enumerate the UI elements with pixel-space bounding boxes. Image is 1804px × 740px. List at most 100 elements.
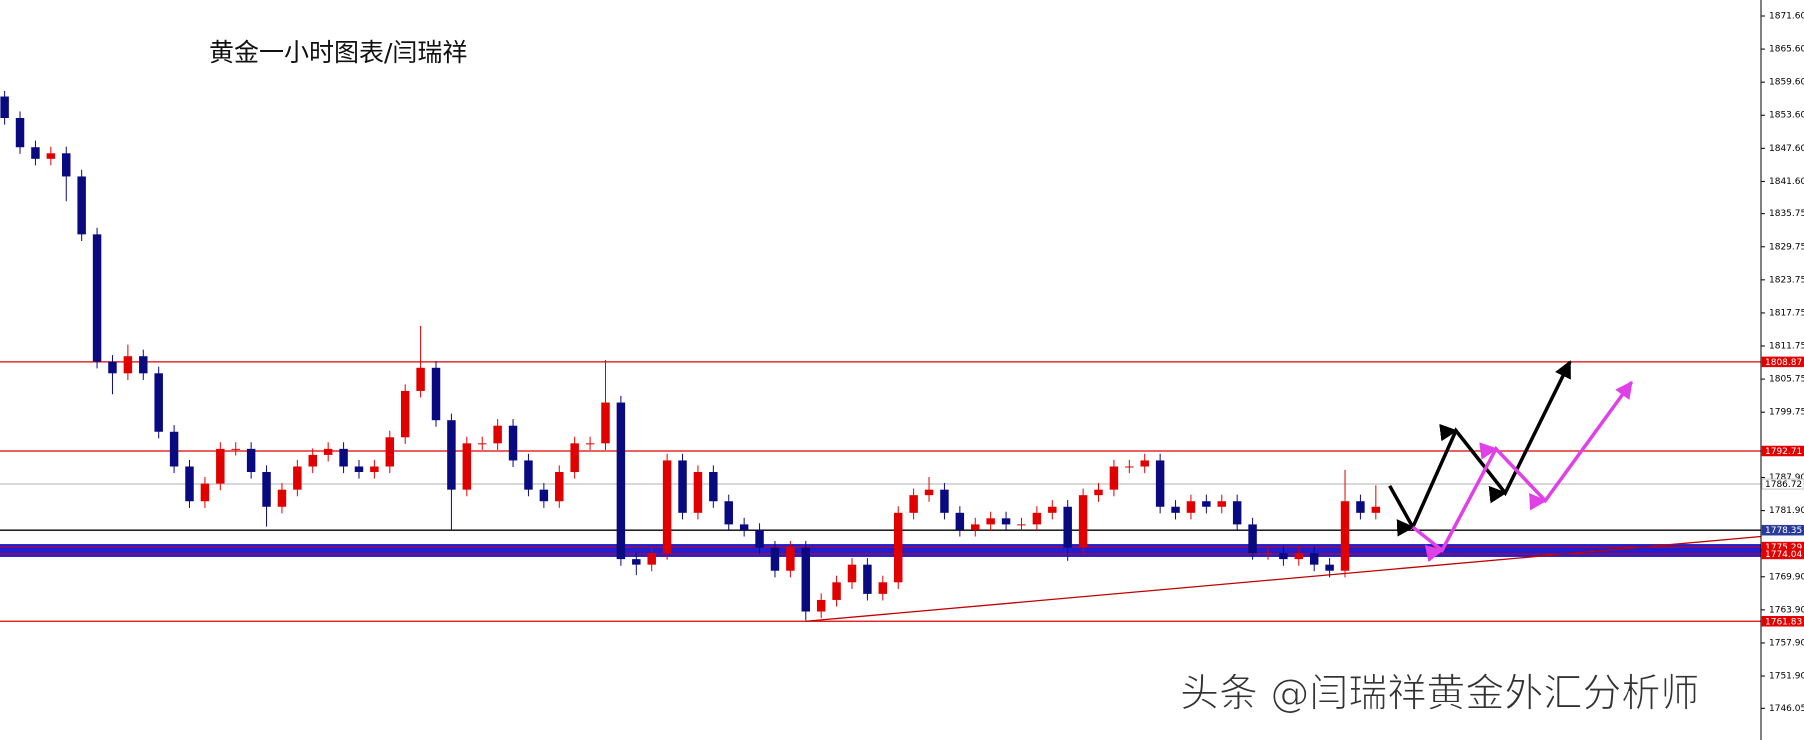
price-tag-label: 1778.35 — [1765, 526, 1802, 536]
y-tick-label: 1787.90 — [1769, 473, 1804, 483]
candle-body — [1155, 460, 1165, 507]
candle-body — [909, 495, 918, 513]
candle-body — [878, 582, 888, 594]
candle-body — [971, 524, 980, 530]
candle-body — [1171, 506, 1180, 513]
candle-body — [924, 489, 934, 496]
candle-body — [339, 448, 348, 467]
candle-body — [1109, 466, 1119, 490]
y-tick-label: 1751.90 — [1769, 672, 1804, 682]
candle-body — [1294, 553, 1304, 560]
y-tick-label: 1847.60 — [1769, 144, 1804, 154]
y-tick-label: 1841.60 — [1769, 177, 1804, 187]
candle-body — [1248, 524, 1257, 554]
candle-body — [216, 448, 225, 484]
candle-body — [246, 448, 256, 473]
candle-body — [786, 547, 795, 571]
y-tick-label: 1805.75 — [1769, 375, 1804, 385]
candle-body — [1371, 506, 1381, 513]
y-tick-label: 1865.60 — [1769, 45, 1804, 55]
candle-body — [431, 367, 441, 421]
price-tag-label: 1775.29 — [1765, 543, 1802, 553]
candle-body — [755, 529, 764, 548]
candle-body — [940, 489, 949, 513]
candle-body — [570, 443, 579, 473]
candle-body — [1078, 495, 1088, 548]
candle-body — [832, 582, 841, 600]
price-tag-label: 1786.72 — [1765, 480, 1802, 490]
candle-body — [1048, 506, 1057, 513]
price-tag-label: 1808.87 — [1765, 358, 1802, 368]
candle-body — [154, 373, 163, 432]
candle-body — [847, 564, 857, 583]
price-tag-label: 1774.04 — [1765, 550, 1802, 560]
candle-body — [693, 472, 703, 513]
candle-body — [200, 483, 210, 502]
price-tag-label: 1792.71 — [1765, 447, 1802, 457]
candle-body — [1032, 512, 1042, 525]
candle-body — [123, 356, 133, 374]
candle-body — [185, 466, 194, 502]
candle-body — [493, 425, 502, 444]
candle-body — [1279, 553, 1288, 560]
candle-body — [801, 547, 811, 612]
candle-body — [1232, 501, 1242, 525]
candle-body — [1140, 460, 1149, 467]
support-band — [0, 544, 1761, 557]
candle-body — [647, 553, 656, 565]
candle-body — [62, 153, 71, 177]
watermark: 头条 @闫瑞祥黄金外汇分析师 — [1180, 672, 1699, 717]
y-tick-label: 1781.90 — [1769, 506, 1804, 516]
candle-body — [1094, 489, 1103, 496]
y-tick-label: 1835.75 — [1769, 209, 1804, 219]
candle-body — [1017, 524, 1026, 526]
y-tick-label: 1859.60 — [1769, 78, 1804, 88]
candle-body — [709, 472, 718, 502]
y-tick-label: 1817.75 — [1769, 308, 1804, 318]
candle-body — [1001, 518, 1011, 525]
candle-body — [323, 448, 333, 455]
candle-body — [632, 559, 641, 565]
candle-body — [1186, 501, 1196, 513]
candle-body — [1217, 501, 1226, 507]
candle-body — [816, 599, 826, 612]
candle-body — [893, 512, 903, 583]
candle-body — [524, 460, 533, 490]
candle-body — [370, 466, 379, 473]
candle-body — [601, 402, 610, 444]
price-tag — [1761, 616, 1804, 627]
candle-body — [539, 489, 549, 502]
y-tick-label: 1829.75 — [1769, 242, 1804, 252]
candle-body — [139, 356, 148, 374]
candle-body — [616, 402, 626, 560]
price-tag — [1761, 524, 1804, 536]
candle-body — [724, 501, 733, 525]
y-tick-label: 1799.75 — [1769, 408, 1804, 418]
price-tag — [1761, 356, 1804, 368]
candle-body — [1202, 501, 1211, 507]
candle-body — [1063, 506, 1072, 548]
candle-body — [462, 443, 472, 490]
candle-body — [0, 96, 9, 119]
candle-body — [31, 147, 40, 159]
candle-body — [416, 367, 425, 391]
price-tag — [1761, 548, 1804, 560]
y-tick-label: 1763.90 — [1769, 605, 1804, 615]
candle-body — [770, 547, 780, 571]
candle-body — [1263, 553, 1273, 555]
candle-body — [1356, 501, 1365, 513]
candle-body — [1340, 501, 1350, 571]
candle-body — [92, 234, 102, 362]
candle-body — [477, 443, 487, 445]
plot-area — [0, 90, 1762, 622]
y-tick-label: 1769.90 — [1769, 572, 1804, 582]
price-tag — [1761, 478, 1804, 490]
projection-path — [1388, 360, 1572, 537]
candle-body — [15, 118, 25, 148]
y-tick-label: 1871.60 — [1769, 11, 1804, 21]
candle-body — [585, 443, 595, 445]
y-tick-label: 1853.60 — [1769, 111, 1804, 121]
candle-body — [293, 466, 302, 490]
chart-title: 黄金一小时图表/闫瑞祥 — [209, 38, 467, 67]
